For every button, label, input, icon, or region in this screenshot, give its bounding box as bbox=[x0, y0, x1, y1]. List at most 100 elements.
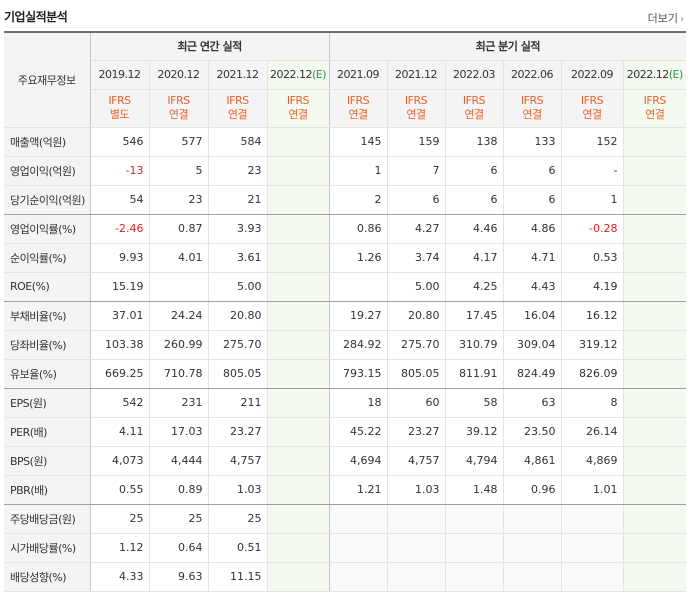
annual-value-cell: 542 bbox=[90, 388, 150, 418]
annual-value-cell: 0.55 bbox=[90, 475, 150, 505]
metric-label: 영업이익(억원) bbox=[4, 156, 91, 186]
annual-value-cell bbox=[267, 359, 330, 389]
quarter-value-cell: 20.80 bbox=[387, 301, 446, 331]
quarter-value-cell bbox=[503, 533, 562, 563]
quarter-value-cell: 4,861 bbox=[503, 446, 562, 476]
annual-period-header: 2019.12 bbox=[90, 60, 150, 90]
standard-type-label: 연결 bbox=[645, 108, 665, 121]
annual-value-cell: 3.61 bbox=[208, 243, 268, 273]
accounting-standard: IFRS 연결 bbox=[561, 89, 624, 128]
annual-value-cell bbox=[267, 446, 330, 476]
quarter-value-cell bbox=[623, 446, 687, 476]
period-label: 2021.09 bbox=[337, 68, 380, 81]
standard-type-label: 연결 bbox=[464, 108, 484, 121]
annual-value-cell: -13 bbox=[90, 156, 150, 186]
table-row: 영업이익률(%) -2.46 0.87 3.93 0.86 4.27 4.46 4.86 -0.… bbox=[4, 214, 687, 244]
group-header-row: 주요재무정보 최근 연간 실적 최근 분기 실적 bbox=[4, 32, 687, 128]
ifrs-label: IFRS bbox=[167, 94, 190, 107]
annual-value-cell: 24.24 bbox=[149, 301, 209, 331]
quarter-value-cell bbox=[623, 214, 687, 244]
annual-value-cell: 0.64 bbox=[149, 533, 209, 563]
annual-value-cell: 21 bbox=[208, 185, 268, 215]
quarter-value-cell: 23.50 bbox=[503, 417, 562, 447]
metric-label: 당좌비율(%) bbox=[4, 330, 91, 360]
annual-value-cell: 25 bbox=[90, 504, 150, 534]
ifrs-label: IFRS bbox=[520, 94, 544, 107]
quarter-value-cell: 1.48 bbox=[445, 475, 504, 505]
annual-value-cell: 1.12 bbox=[90, 533, 150, 563]
quarter-value-cell bbox=[503, 504, 562, 534]
quarter-value-cell: 0.53 bbox=[561, 243, 624, 273]
quarter-value-cell: 1.21 bbox=[329, 475, 388, 505]
annual-value-cell: 54 bbox=[90, 185, 150, 215]
quarter-value-cell: 309.04 bbox=[503, 330, 562, 360]
accounting-standard: IFRS 연결 bbox=[208, 89, 268, 128]
accounting-standard: IFRS 연결 bbox=[267, 89, 330, 128]
metric-label: 부채비율(%) bbox=[4, 301, 91, 331]
table-row: ROE(%) 15.19 5.00 5.00 4.25 4.43 4.19 bbox=[4, 272, 687, 302]
quarter-value-cell bbox=[623, 533, 687, 563]
quarter-value-cell: 4.25 bbox=[445, 272, 504, 302]
period-label: 2020.12 bbox=[157, 68, 201, 81]
metric-label: PBR(배) bbox=[4, 475, 91, 505]
standard-type-label: 연결 bbox=[582, 108, 602, 121]
quarter-value-cell: 1.01 bbox=[561, 475, 624, 505]
quarter-value-cell bbox=[387, 504, 446, 534]
table-row: 배당성향(%) 4.33 9.63 11.15 bbox=[4, 562, 687, 592]
quarter-value-cell: 310.79 bbox=[445, 330, 504, 360]
annual-value-cell bbox=[267, 475, 330, 505]
accounting-standard: IFRS 연결 bbox=[623, 89, 687, 128]
quarter-period-header: 2022.12(E) bbox=[623, 60, 687, 90]
table-row: 순이익률(%) 9.93 4.01 3.61 1.26 3.74 4.17 4.71 0.53 bbox=[4, 243, 687, 273]
more-link-label: 더보기 bbox=[647, 12, 678, 25]
ifrs-label: IFRS bbox=[404, 94, 428, 107]
table-row: BPS(원) 4,073 4,444 4,757 4,694 4,757 4,794 4,86… bbox=[4, 446, 687, 476]
quarter-value-cell: 60 bbox=[387, 388, 446, 418]
annual-value-cell bbox=[267, 185, 330, 215]
annual-period-header: 2022.12(E) bbox=[267, 60, 330, 90]
annual-value-cell: -2.46 bbox=[90, 214, 150, 244]
accounting-standard: IFRS 연결 bbox=[503, 89, 562, 128]
metric-label: 순이익률(%) bbox=[4, 243, 91, 273]
quarter-value-cell: 0.96 bbox=[503, 475, 562, 505]
quarter-period-header: 2022.06 bbox=[503, 60, 562, 90]
quarter-period-header: 2022.09 bbox=[561, 60, 624, 90]
quarter-value-cell: 16.12 bbox=[561, 301, 624, 331]
quarter-value-cell bbox=[623, 388, 687, 418]
table-row: 당기순이익(억원) 54 23 21 2 6 6 6 1 bbox=[4, 185, 687, 215]
annual-value-cell bbox=[267, 243, 330, 273]
more-link[interactable]: 더보기 › bbox=[648, 10, 684, 26]
annual-value-cell: 37.01 bbox=[90, 301, 150, 331]
accounting-standard: IFRS 연결 bbox=[387, 89, 446, 128]
quarter-value-cell: 17.45 bbox=[445, 301, 504, 331]
ifrs-label: IFRS bbox=[462, 94, 486, 107]
quarter-value-cell bbox=[387, 533, 446, 563]
period-label: 2022.06 bbox=[511, 68, 554, 81]
section-header: 기업실적분석 더보기 › bbox=[0, 0, 690, 31]
annual-value-cell bbox=[267, 301, 330, 331]
quarter-value-cell: 26.14 bbox=[561, 417, 624, 447]
ifrs-label: IFRS bbox=[643, 94, 667, 107]
standard-type-label: 연결 bbox=[227, 108, 248, 121]
table-row: 주당배당금(원) 25 25 25 bbox=[4, 504, 687, 534]
period-label: 2022.12 bbox=[626, 68, 670, 81]
quarter-value-cell: 4,757 bbox=[387, 446, 446, 476]
quarter-value-cell: 45.22 bbox=[329, 417, 388, 447]
quarter-value-cell: 811.91 bbox=[445, 359, 504, 389]
quarter-group-header: 최근 분기 실적 bbox=[329, 32, 687, 61]
quarter-value-cell: 1.26 bbox=[329, 243, 388, 273]
quarter-value-cell: 7 bbox=[387, 156, 446, 186]
annual-value-cell bbox=[267, 562, 330, 592]
annual-value-cell: 23 bbox=[208, 156, 268, 186]
quarter-value-cell: 6 bbox=[503, 156, 562, 186]
annual-value-cell: 4.01 bbox=[149, 243, 209, 273]
annual-value-cell: 4.33 bbox=[90, 562, 150, 592]
quarter-value-cell bbox=[503, 562, 562, 592]
section-title: 기업실적분석 bbox=[4, 10, 68, 24]
quarter-value-cell: 39.12 bbox=[445, 417, 504, 447]
metric-label: BPS(원) bbox=[4, 446, 91, 476]
annual-value-cell: 4,073 bbox=[90, 446, 150, 476]
quarter-value-cell: 284.92 bbox=[329, 330, 388, 360]
annual-value-cell: 546 bbox=[90, 127, 150, 157]
annual-value-cell: 275.70 bbox=[208, 330, 268, 360]
